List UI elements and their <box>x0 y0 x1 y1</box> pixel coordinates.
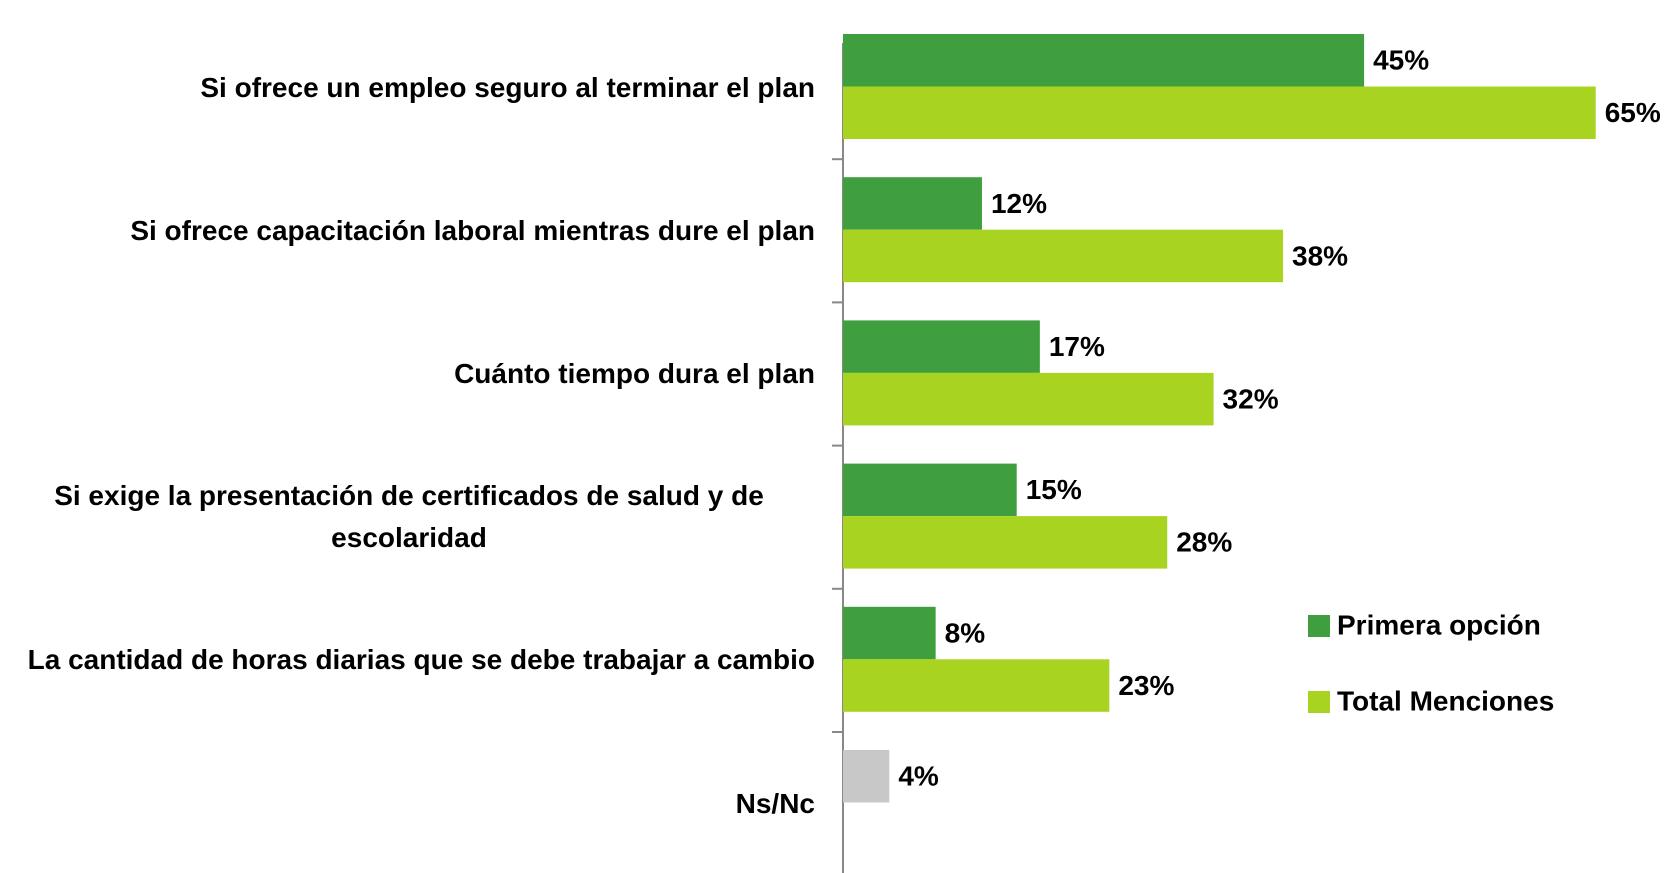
category-label-box: Si exige la presentación de certificados… <box>0 446 815 589</box>
value-label: 23% <box>1118 670 1174 701</box>
category-label-box: Si ofrece capacitación laboral mientras … <box>0 159 815 302</box>
bar <box>843 372 1214 426</box>
value-label: 4% <box>898 761 939 792</box>
category-label-box: Si ofrece un empleo seguro al terminar e… <box>0 16 815 159</box>
bar <box>843 463 1017 517</box>
value-label: 38% <box>1292 240 1348 271</box>
legend-label: Total Menciones <box>1337 685 1554 716</box>
value-label: 17% <box>1049 331 1105 362</box>
category-label: Cuánto tiempo dura el plan <box>454 357 815 389</box>
category-label: Si ofrece un empleo seguro al terminar e… <box>200 71 815 103</box>
legend-swatch <box>1308 615 1330 637</box>
bar <box>843 516 1168 569</box>
value-label: 28% <box>1176 527 1232 558</box>
value-label: 65% <box>1605 97 1661 128</box>
bar <box>843 750 890 803</box>
category-label-box: Ns/Nc <box>0 732 815 873</box>
category-label: La cantidad de horas diarias que se debe… <box>27 644 815 676</box>
bar <box>843 34 1365 87</box>
category-label-box: Cuánto tiempo dura el plan <box>0 302 815 445</box>
legend-swatch <box>1308 691 1330 713</box>
value-label: 15% <box>1026 474 1082 505</box>
legend-label: Primera opción <box>1337 609 1541 640</box>
value-label: 45% <box>1373 45 1429 76</box>
bar <box>843 659 1110 712</box>
bar <box>843 86 1596 139</box>
category-label-box: La cantidad de horas diarias que se debe… <box>0 589 815 732</box>
value-label: 8% <box>945 617 986 648</box>
bar <box>843 177 982 230</box>
bar <box>843 320 1040 373</box>
bar <box>843 229 1284 283</box>
category-label: Ns/Nc <box>735 787 815 819</box>
bar <box>843 606 936 660</box>
category-label: Si ofrece capacitación laboral mientras … <box>130 214 815 246</box>
value-label: 12% <box>991 188 1047 219</box>
category-label: Si exige la presentación de certificados… <box>54 480 764 554</box>
value-label: 32% <box>1223 384 1279 415</box>
